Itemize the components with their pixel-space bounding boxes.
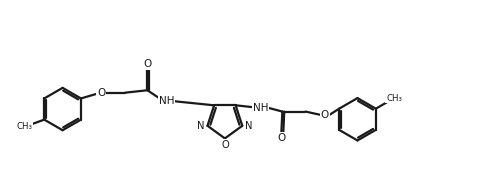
Text: NH: NH bbox=[253, 103, 268, 113]
Text: O: O bbox=[320, 110, 329, 120]
Text: N: N bbox=[246, 121, 253, 131]
Text: CH₃: CH₃ bbox=[16, 122, 32, 131]
Text: O: O bbox=[277, 133, 286, 143]
Text: N: N bbox=[197, 121, 204, 131]
Text: O: O bbox=[143, 59, 152, 69]
Text: CH₃: CH₃ bbox=[386, 94, 402, 103]
Text: O: O bbox=[97, 88, 105, 98]
Text: O: O bbox=[221, 140, 229, 150]
Text: NH: NH bbox=[159, 96, 175, 106]
